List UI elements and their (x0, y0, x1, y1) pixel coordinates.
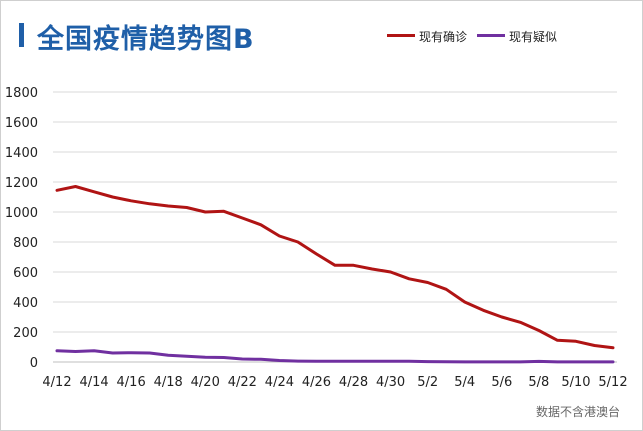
data-point-confirmed-5/12 (612, 347, 614, 349)
legend-label-confirmed: 现有确诊 (419, 30, 468, 44)
data-point-confirmed-5/4 (464, 301, 466, 303)
source-note: 数据不含港澳台 (535, 405, 620, 419)
data-point-suspected-5/2 (427, 361, 429, 363)
y-tick-label: 200 (13, 326, 38, 341)
data-point-confirmed-4/27 (334, 264, 336, 266)
data-point-suspected-4/13 (75, 351, 77, 352)
data-point-confirmed-5/9 (556, 339, 558, 341)
y-tick-label: 1000 (5, 206, 38, 221)
data-point-confirmed-4/23 (260, 224, 262, 226)
data-point-suspected-5/12 (612, 361, 614, 363)
data-point-suspected-5/9 (556, 361, 558, 363)
y-tick-label: 800 (13, 236, 38, 251)
y-tick-label: 400 (13, 296, 38, 311)
x-tick-label: 5/8 (528, 375, 549, 390)
y-tick-label: 1600 (5, 116, 38, 131)
data-point-suspected-5/3 (445, 361, 447, 363)
data-point-confirmed-4/29 (371, 268, 373, 270)
data-point-suspected-4/29 (371, 360, 373, 362)
data-point-confirmed-4/26 (315, 253, 317, 255)
y-tick-label: 1400 (5, 146, 38, 161)
data-point-suspected-4/21 (223, 357, 225, 358)
data-point-suspected-4/18 (167, 354, 169, 356)
data-point-confirmed-4/15 (112, 196, 114, 198)
x-tick-label: 4/18 (154, 375, 183, 390)
data-point-confirmed-4/22 (241, 217, 243, 219)
data-point-suspected-4/24 (278, 360, 280, 361)
x-tick-label: 4/26 (302, 375, 331, 390)
data-point-confirmed-5/2 (427, 282, 429, 283)
data-point-confirmed-5/10 (575, 340, 577, 342)
data-point-confirmed-4/14 (93, 191, 95, 193)
x-tick-label: 4/24 (265, 375, 294, 390)
data-point-confirmed-4/18 (167, 205, 169, 207)
x-tick-label: 5/10 (561, 375, 590, 390)
data-point-confirmed-5/5 (482, 309, 484, 311)
data-point-confirmed-5/11 (593, 345, 595, 346)
x-tick-label: 4/28 (339, 375, 368, 390)
data-point-confirmed-4/28 (353, 264, 355, 266)
x-tick-label: 5/2 (417, 375, 438, 390)
x-tick-label: 5/4 (454, 375, 475, 390)
data-point-confirmed-5/8 (538, 330, 540, 331)
title-accent-bar (19, 23, 24, 47)
data-point-suspected-4/19 (186, 355, 188, 357)
data-point-suspected-4/22 (241, 358, 243, 360)
x-tick-label: 4/22 (228, 375, 257, 390)
data-point-confirmed-4/30 (390, 271, 392, 273)
data-point-suspected-4/14 (93, 350, 95, 352)
legend-swatch-suspected (477, 34, 505, 37)
data-point-confirmed-4/13 (75, 186, 77, 187)
data-point-suspected-5/11 (593, 361, 595, 363)
x-tick-label: 5/6 (491, 375, 512, 390)
data-point-confirmed-4/25 (297, 241, 299, 243)
data-point-suspected-4/16 (130, 352, 132, 354)
data-point-confirmed-5/7 (519, 321, 521, 323)
x-tick-label: 5/12 (598, 375, 627, 390)
x-tick-label: 4/16 (117, 375, 146, 390)
data-point-suspected-4/17 (149, 352, 151, 354)
x-tick-label: 4/14 (79, 375, 108, 390)
x-tick-label: 4/30 (376, 375, 405, 390)
legend-swatch-confirmed (387, 34, 415, 37)
data-point-suspected-4/28 (353, 360, 355, 362)
data-point-confirmed-5/3 (445, 288, 447, 290)
data-point-suspected-4/15 (112, 352, 114, 354)
x-tick-label: 4/12 (42, 375, 71, 390)
data-point-suspected-4/23 (260, 358, 262, 360)
data-point-suspected-5/10 (575, 361, 577, 363)
data-point-suspected-4/30 (390, 360, 392, 362)
chart-title: 全国疫情趋势图B (37, 24, 255, 55)
y-tick-label: 600 (13, 266, 38, 281)
x-tick-label: 4/20 (191, 375, 220, 390)
y-tick-label: 0 (30, 356, 38, 371)
data-point-suspected-5/6 (501, 361, 503, 363)
data-point-confirmed-4/20 (204, 211, 206, 213)
data-point-suspected-4/20 (204, 356, 206, 358)
data-point-confirmed-5/1 (408, 278, 410, 280)
data-point-confirmed-5/6 (501, 316, 503, 318)
data-point-suspected-5/4 (464, 361, 466, 363)
data-point-suspected-5/7 (519, 361, 521, 363)
data-point-confirmed-4/19 (186, 207, 188, 208)
data-point-confirmed-4/17 (149, 203, 151, 205)
data-point-suspected-4/12 (56, 350, 58, 352)
y-tick-label: 1200 (5, 176, 38, 191)
data-point-confirmed-4/24 (278, 235, 280, 237)
data-point-suspected-5/1 (408, 360, 410, 362)
data-point-suspected-5/5 (482, 361, 484, 363)
series-line-suspected (55, 349, 615, 364)
y-tick-label: 1800 (5, 86, 38, 101)
data-point-suspected-4/26 (315, 360, 317, 362)
legend-label-suspected: 现有疑似 (509, 30, 558, 44)
data-point-suspected-4/27 (334, 360, 336, 362)
data-point-confirmed-4/21 (223, 210, 225, 212)
series-line-confirmed (55, 185, 615, 350)
data-point-suspected-5/8 (538, 360, 540, 362)
data-point-confirmed-4/16 (130, 200, 132, 202)
data-point-suspected-4/25 (297, 360, 299, 362)
data-point-confirmed-4/12 (56, 189, 58, 191)
